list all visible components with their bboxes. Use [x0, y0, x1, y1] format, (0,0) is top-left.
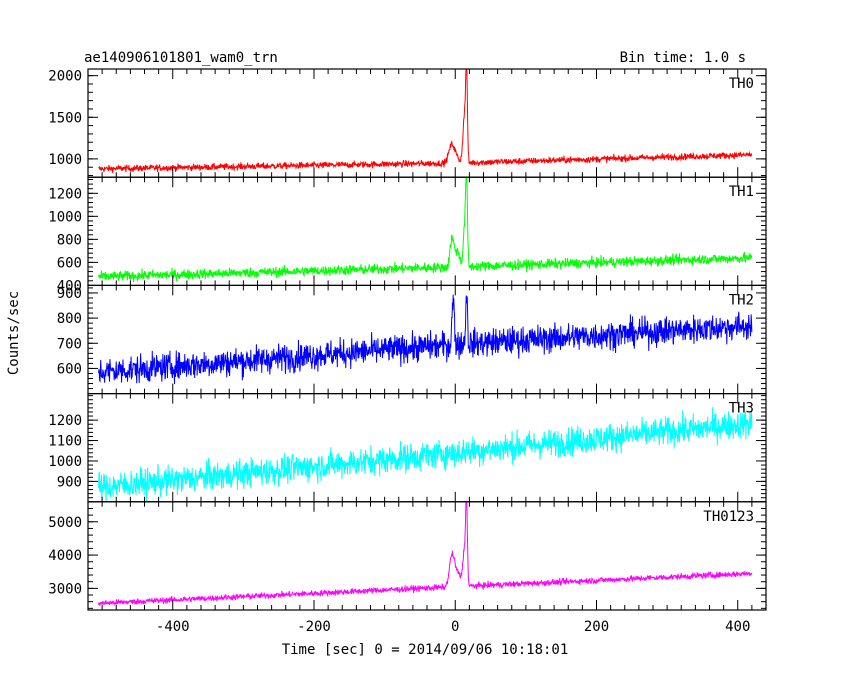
- x-axis: -400 -200 0 200 400: [156, 619, 751, 635]
- y-tick-label: 3000: [48, 581, 82, 597]
- panel-label-th1: TH1: [729, 184, 754, 200]
- y-tick-label: 1200: [48, 413, 82, 429]
- panel-th0: 1000 1500 2000 TH0: [48, 68, 767, 178]
- panel-th1: 400 600 800 1000 1200 TH1: [48, 176, 767, 294]
- panel-frame: [87, 68, 767, 178]
- x-tick-label: 0: [451, 619, 459, 635]
- x-axis-label: Time [sec] 0 = 2014/09/06 10:18:01: [282, 642, 569, 658]
- panel-th2: 600 700 800 900 TH2: [57, 284, 767, 395]
- series-line-th2: [98, 294, 753, 385]
- y-tick-label: 900: [57, 474, 82, 490]
- series-line-th0123: [98, 501, 753, 606]
- x-tick-label: -200: [297, 619, 331, 635]
- y-tick-label: 1000: [48, 209, 82, 225]
- series-line-th1: [98, 177, 753, 283]
- series-line-th0: [98, 69, 753, 174]
- y-tick-label: 1200: [48, 186, 82, 202]
- panel-label-th0: TH0: [729, 76, 754, 92]
- y-tick-label: 1500: [48, 110, 82, 126]
- y-tick-label: 5000: [48, 515, 82, 531]
- y-tick-label: 800: [57, 311, 82, 327]
- y-ticks: 1000 1500 2000: [48, 69, 767, 178]
- y-tick-label: 700: [57, 336, 82, 352]
- y-tick-label: 600: [57, 361, 82, 377]
- panel-th3: 900 1000 1100 1200 TH3: [48, 393, 767, 503]
- x-tick-label: 400: [725, 619, 750, 635]
- y-ticks: 600 700 800 900: [57, 285, 767, 395]
- panel-frame: [87, 501, 767, 611]
- y-tick-label: 2000: [48, 69, 82, 85]
- x-tick-label: 200: [584, 619, 609, 635]
- y-axis-label: Counts/sec: [6, 291, 22, 375]
- panel-label-th2: TH2: [729, 292, 754, 308]
- y-ticks: 900 1000 1100 1200: [48, 393, 767, 503]
- y-tick-label: 1100: [48, 434, 82, 450]
- bin-time-label: Bin time: 1.0 s: [620, 50, 746, 66]
- panel-label-th0123: TH0123: [703, 509, 754, 525]
- chart-title: ae140906101801_wam0_trn: [84, 50, 278, 66]
- y-tick-label: 4000: [48, 548, 82, 564]
- y-tick-label: 900: [57, 286, 82, 302]
- panels-group: 1000 1500 2000 TH0 400 600 800 1000 1200 TH1 600 70…: [48, 68, 767, 611]
- y-ticks: 3000 4000 5000: [48, 501, 767, 610]
- panel-th0123: 3000 4000 5000 TH0123: [48, 501, 767, 611]
- y-ticks: 400 600 800 1000 1200: [48, 177, 767, 294]
- series-line-th3: [98, 407, 753, 502]
- y-tick-label: 1000: [48, 454, 82, 470]
- x-tick-label: -400: [156, 619, 190, 635]
- y-tick-label: 1000: [48, 152, 82, 168]
- y-tick-label: 800: [57, 232, 82, 248]
- panel-label-th3: TH3: [729, 401, 754, 417]
- y-tick-label: 400: [57, 278, 82, 294]
- y-tick-label: 600: [57, 255, 82, 271]
